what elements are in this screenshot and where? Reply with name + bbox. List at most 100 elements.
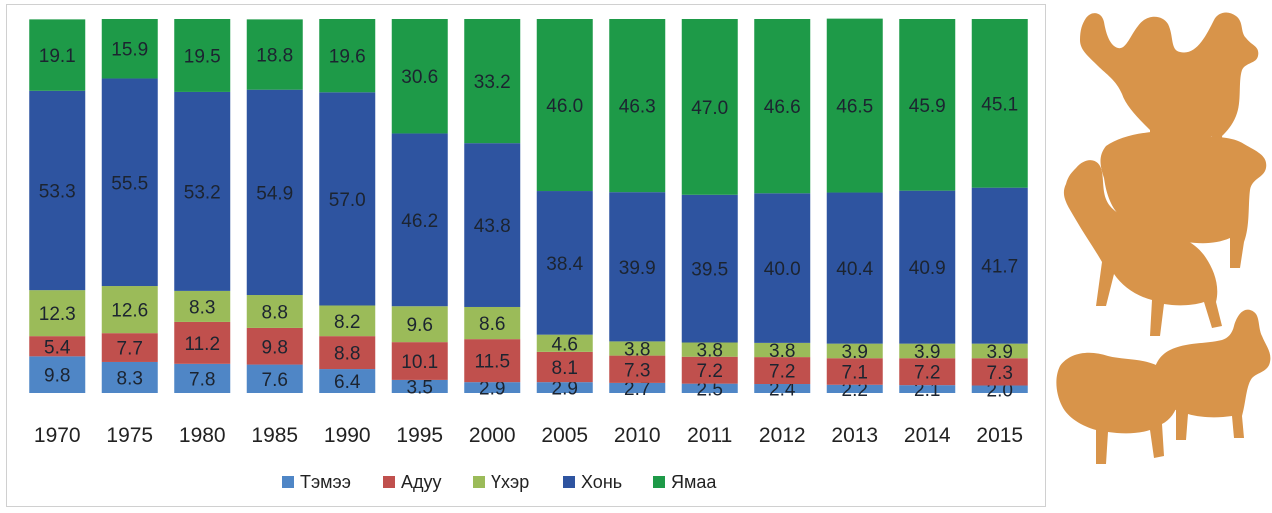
bar-segment <box>464 382 521 393</box>
bar-segment <box>899 19 956 191</box>
data-label: 55.5 <box>111 173 148 194</box>
data-label: 43.8 <box>474 216 511 237</box>
bar-segment <box>899 358 956 386</box>
data-label: 7.1 <box>842 362 868 383</box>
bar-segment <box>29 336 86 357</box>
data-label: 8.8 <box>334 344 360 365</box>
bar-segment <box>826 358 883 385</box>
bar-segment <box>246 19 303 90</box>
data-label: 33.2 <box>474 72 511 93</box>
bar-segment <box>391 379 448 393</box>
chart-frame: 9.8 5.4 12.3 53.3 19.1 1970 8.3 7.7 12.6 55.5 15.9… <box>6 4 1046 507</box>
data-label: 57.0 <box>329 190 366 211</box>
bar-segment <box>101 286 158 334</box>
bar-segment <box>609 355 666 383</box>
data-label: 46.2 <box>401 211 438 232</box>
bar-segment <box>29 19 86 91</box>
bar-segment <box>464 339 521 383</box>
bar-segment <box>536 19 593 192</box>
bar-segment <box>971 385 1028 393</box>
bar-segment <box>826 343 883 359</box>
bar-segment <box>174 19 231 92</box>
data-label: 7.8 <box>189 369 215 390</box>
data-label: 2.4 <box>769 380 796 401</box>
bar-segment <box>899 343 956 359</box>
bar-segment <box>899 190 956 344</box>
data-label: 3.8 <box>769 341 795 362</box>
data-label: 7.2 <box>769 362 795 383</box>
bar-segment <box>319 92 376 306</box>
bar-segment <box>826 18 883 193</box>
legend-swatch <box>282 476 294 488</box>
data-label: 46.3 <box>619 97 656 118</box>
bar-segment <box>174 321 231 364</box>
data-label: 30.6 <box>401 67 438 88</box>
bar-segment <box>29 290 86 337</box>
bar-segment <box>391 306 448 343</box>
bar-segment <box>536 382 593 393</box>
data-label: 45.9 <box>909 96 946 117</box>
bar-segment <box>681 194 738 343</box>
x-tick-label: 1995 <box>396 424 443 447</box>
data-label: 7.6 <box>262 370 288 391</box>
data-label: 11.5 <box>474 352 510 373</box>
bar-segment <box>681 356 738 384</box>
x-tick-label: 2010 <box>614 424 661 447</box>
data-label: 41.7 <box>981 257 1018 278</box>
bar-segment <box>464 143 521 307</box>
bar-segment <box>971 19 1028 188</box>
data-label: 39.9 <box>619 258 656 279</box>
data-label: 40.4 <box>836 259 873 280</box>
bar-segment <box>754 19 811 194</box>
bar-segment <box>246 295 303 328</box>
bar-segment <box>319 369 376 393</box>
data-label: 53.3 <box>39 181 76 202</box>
legend-label: Адуу <box>401 472 442 492</box>
bar-segment <box>391 342 448 380</box>
bar-segment <box>246 364 303 393</box>
bar-segment <box>681 342 738 357</box>
bar-segment <box>609 19 666 193</box>
bar-segment <box>101 78 158 287</box>
bar-segment <box>609 341 666 356</box>
bar-segment <box>971 358 1028 386</box>
bar-segment <box>246 89 303 296</box>
data-label: 7.3 <box>624 360 650 381</box>
data-label: 3.9 <box>987 342 1013 363</box>
livestock-silhouettes-icon <box>1056 12 1271 464</box>
data-label: 12.6 <box>111 301 148 322</box>
data-label: 10.1 <box>401 352 438 373</box>
legend-label: Ямаа <box>671 472 717 492</box>
data-label: 2.7 <box>624 379 650 400</box>
data-label: 2.5 <box>697 379 723 400</box>
legend-swatch <box>383 476 395 488</box>
bar-segment <box>536 191 593 335</box>
bar-segment <box>174 363 231 393</box>
bar-segment <box>319 19 376 93</box>
data-label: 7.2 <box>697 361 723 382</box>
bar-segment <box>899 385 956 393</box>
x-tick-label: 1980 <box>179 424 226 447</box>
data-label: 7.2 <box>914 363 940 384</box>
data-label: 8.6 <box>479 314 505 335</box>
x-tick-label: 2000 <box>469 424 516 447</box>
x-tick-label: 1990 <box>324 424 371 447</box>
bar-segment <box>971 187 1028 344</box>
x-tick-label: 1975 <box>106 424 153 447</box>
legend-label: Тэмээ <box>300 472 351 492</box>
data-label: 2.1 <box>914 380 940 401</box>
data-label: 8.3 <box>189 297 215 318</box>
bar-segment <box>536 334 593 352</box>
bar-segment <box>101 361 158 393</box>
data-label: 5.4 <box>44 337 71 358</box>
bar-segment <box>29 90 86 291</box>
data-label: 47.0 <box>691 98 728 119</box>
stacked-bar-chart: 9.8 5.4 12.3 53.3 19.1 1970 8.3 7.7 12.6 55.5 15.9… <box>29 18 1028 492</box>
legend-label: Хонь <box>581 472 622 492</box>
data-label: 45.1 <box>981 94 1018 115</box>
data-label: 7.3 <box>987 363 1013 384</box>
data-label: 38.4 <box>546 254 583 275</box>
x-tick-label: 2012 <box>759 424 806 447</box>
x-tick-label: 1970 <box>34 424 81 447</box>
data-label: 12.3 <box>39 304 76 325</box>
